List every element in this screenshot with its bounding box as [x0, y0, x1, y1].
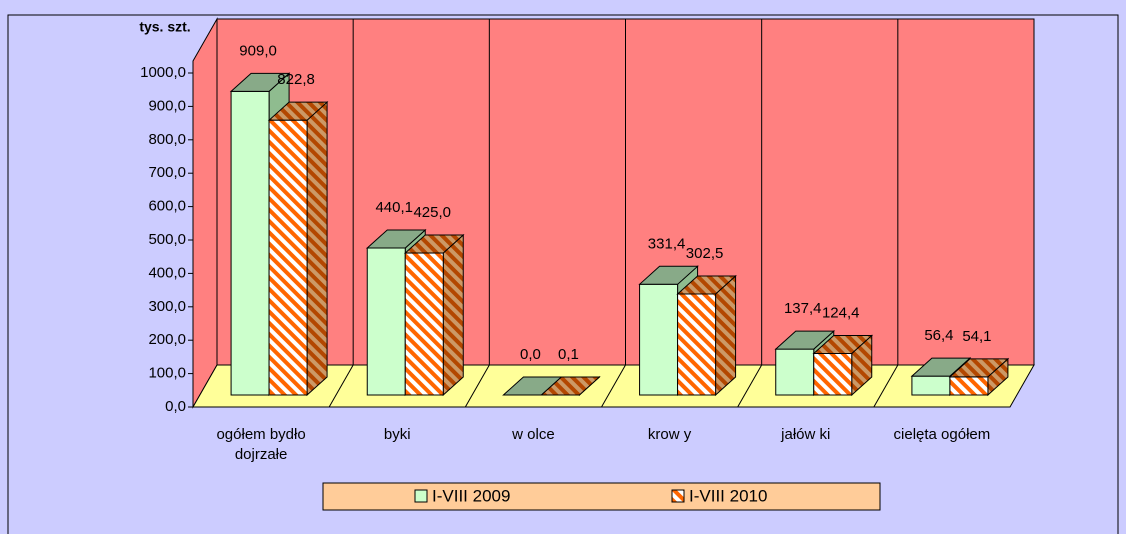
bar	[677, 293, 717, 396]
value-label: 56,4	[924, 327, 953, 344]
bar-side	[715, 274, 737, 397]
bar-side	[442, 233, 464, 397]
y-tick-label: 800,0	[148, 131, 186, 148]
bar	[230, 90, 270, 396]
value-label: 331,4	[648, 235, 686, 252]
floor-divider	[328, 364, 354, 408]
value-label: 425,0	[413, 204, 451, 221]
value-label: 137,4	[784, 300, 822, 317]
value-label: 54,1	[962, 328, 991, 345]
bar-top	[229, 72, 291, 92]
bar-top	[774, 330, 836, 350]
bar-top	[365, 229, 427, 249]
value-label: 0,1	[558, 346, 579, 363]
bar	[366, 247, 406, 396]
x-tick-label: w olce	[512, 426, 555, 443]
bar	[639, 283, 679, 396]
y-tick-label: 300,0	[148, 298, 186, 315]
x-tick-label: byki	[383, 426, 411, 443]
value-label: 822,8	[277, 71, 315, 88]
legend-label: I-VIII 2009	[432, 486, 510, 505]
legend-swatch	[671, 489, 685, 503]
bar-top	[540, 376, 601, 396]
bar	[911, 375, 951, 396]
bar	[404, 252, 444, 396]
bar-top	[638, 265, 699, 285]
x-tick-label: cielęta ogółem	[893, 426, 991, 443]
floor-divider	[464, 364, 490, 408]
bar-top	[948, 358, 1010, 378]
bar-top	[403, 234, 465, 254]
bar	[949, 376, 989, 396]
value-label: 909,0	[239, 42, 277, 59]
floor-divider	[737, 364, 763, 408]
value-label: 124,4	[822, 304, 860, 321]
bar-top	[812, 334, 874, 354]
y-tick-label: 400,0	[148, 264, 186, 281]
floor-divider	[601, 364, 626, 408]
y-tick-label: 500,0	[148, 231, 186, 248]
frame	[7, 14, 1119, 534]
side-wall	[192, 17, 218, 409]
value-label: 0,0	[520, 346, 541, 363]
x-tick-label: ogółem bydło dojrzałe	[216, 426, 306, 463]
y-tick-label: 900,0	[148, 97, 186, 114]
bar-side	[306, 101, 328, 397]
bar	[813, 352, 853, 396]
x-tick-label: krow y	[647, 426, 692, 443]
y-tick-label: 1000,0	[140, 64, 186, 81]
legend-label: I-VIII 2010	[689, 486, 767, 505]
legend	[322, 482, 881, 511]
legend-swatch	[414, 489, 428, 503]
bar	[268, 119, 308, 396]
bar	[775, 348, 815, 396]
x-tick-label: jałów ki	[781, 426, 831, 443]
bar-top	[267, 101, 329, 121]
y-tick-label: 100,0	[148, 365, 186, 382]
y-axis-label: tys. szt.	[139, 19, 190, 35]
floor-divider	[873, 364, 899, 408]
y-tick-label: 700,0	[148, 164, 186, 181]
bar-top	[910, 357, 972, 377]
bar-top	[676, 275, 737, 295]
value-label: 302,5	[686, 245, 724, 262]
y-tick-label: 200,0	[148, 331, 186, 348]
y-tick-label: 0,0	[165, 398, 186, 415]
value-label: 440,1	[375, 199, 413, 216]
y-tick-label: 600,0	[148, 198, 186, 215]
